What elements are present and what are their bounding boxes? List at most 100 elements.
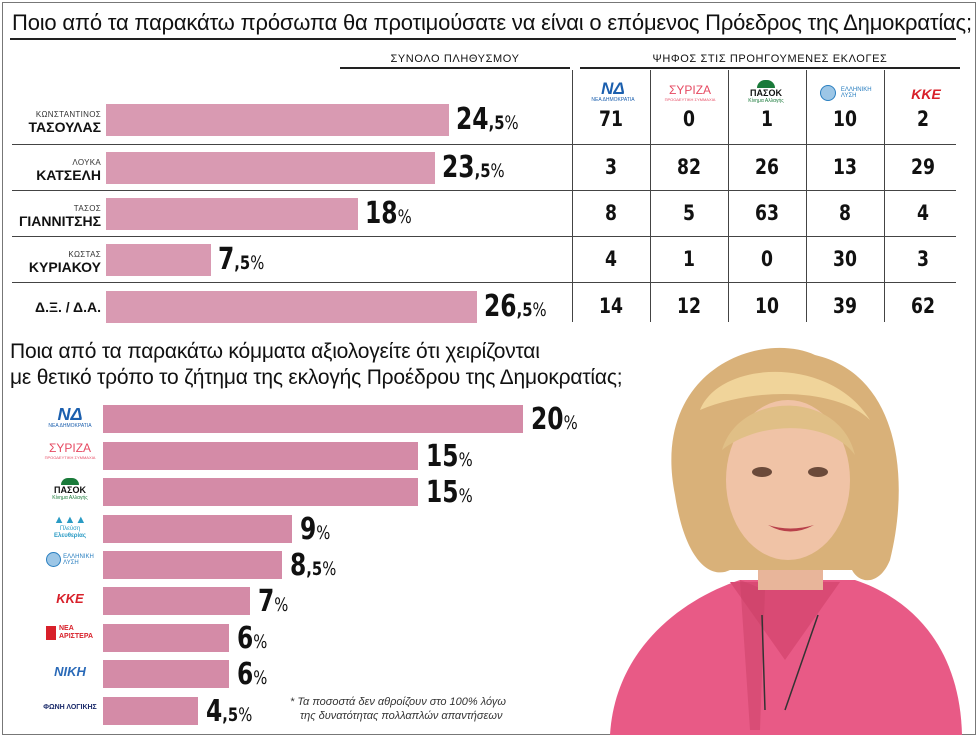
vote-cell: 62 bbox=[911, 294, 935, 318]
row-separator bbox=[12, 236, 956, 237]
party-bar bbox=[103, 624, 229, 652]
nea-aristera-logo: ΝΕΑ ΑΡΙΣΤΕΡΑ bbox=[40, 624, 100, 642]
party-value-label: 7% bbox=[258, 584, 289, 619]
vote-cell: 0 bbox=[761, 247, 773, 271]
party-value-label: 15% bbox=[426, 475, 473, 510]
party-bar bbox=[103, 551, 282, 579]
vote-cell: 3 bbox=[605, 155, 617, 179]
vote-cell: 4 bbox=[605, 247, 617, 271]
candidate-last-name: ΚΑΤΣΕΛΗ bbox=[36, 167, 101, 183]
col-separator bbox=[884, 70, 885, 322]
candidate-bar bbox=[106, 198, 358, 230]
party-bar bbox=[103, 478, 418, 506]
party-value-label: 9% bbox=[300, 512, 331, 547]
candidate-value-label: 26,5% bbox=[484, 289, 547, 324]
vote-cell: 5 bbox=[683, 201, 695, 225]
candidate-value-label: 7,5% bbox=[218, 242, 265, 277]
syriza-logo: ΣΥΡΙΖΑ ΠΡΟΟΔΕΥΤΙΚΗ ΣΥΜΜΑΧΙΑ bbox=[44, 441, 96, 461]
col-separator bbox=[650, 70, 651, 322]
candidate-last-name: ΤΑΣΟΥΛΑΣ bbox=[28, 119, 101, 135]
nea-aristera-mark-icon bbox=[46, 625, 56, 640]
vote-cell: 10 bbox=[833, 107, 857, 131]
vote-cell: 30 bbox=[833, 247, 857, 271]
vote-cell: 14 bbox=[599, 294, 623, 318]
party-bar bbox=[103, 660, 229, 688]
portrait-photo bbox=[610, 347, 962, 735]
vote-cell: 29 bbox=[911, 155, 935, 179]
party-bar bbox=[103, 442, 418, 470]
party-bar bbox=[103, 405, 523, 433]
candidate-first-name: ΤΑΣΟΣ bbox=[73, 204, 101, 213]
pasok-logo: ΠΑΣΟΚ Κίνημα Αλλαγής bbox=[736, 80, 796, 104]
candidate-bar bbox=[106, 244, 211, 276]
kke-logo: ΚΚΕ bbox=[911, 86, 941, 102]
header-total-line bbox=[340, 67, 570, 69]
nd-logo: ΝΔ ΝΕΑ ΔΗΜΟΚΡΑΤΙΑ bbox=[591, 79, 635, 103]
candidate-first-name: ΚΩΣΤΑΣ bbox=[68, 250, 101, 259]
title-underline bbox=[10, 38, 956, 40]
candidate-first-name: ΛΟΥΚΑ bbox=[72, 158, 101, 167]
party-value-label: 15% bbox=[426, 439, 473, 474]
vote-cell: 82 bbox=[677, 155, 701, 179]
vote-cell: 8 bbox=[839, 201, 851, 225]
vote-cell: 1 bbox=[683, 247, 695, 271]
party-value-label: 4,5% bbox=[206, 694, 253, 729]
vote-cell: 3 bbox=[917, 247, 929, 271]
col-separator bbox=[806, 70, 807, 322]
candidate-value-label: 24,5% bbox=[456, 102, 519, 137]
header-total: ΣΥΝΟΛΟ ΠΛΗΘΥΣΜΟΥ bbox=[390, 53, 520, 65]
q2-title-line1: Ποια από τα παρακάτω κόμματα αξιολογείτε… bbox=[10, 340, 540, 363]
vote-cell: 1 bbox=[761, 107, 773, 131]
nd-logo: ΝΔ ΝΕΑ ΔΗΜΟΚΡΑΤΙΑ bbox=[48, 404, 92, 429]
vote-cell: 10 bbox=[755, 294, 779, 318]
vote-cell: 13 bbox=[833, 155, 857, 179]
candidate-value-label: 18% bbox=[365, 196, 412, 231]
candidate-bar bbox=[106, 152, 435, 184]
vote-cell: 2 bbox=[917, 107, 929, 131]
candidate-first-name: ΚΩΝΣΤΑΝΤΙΝΟΣ bbox=[35, 110, 101, 119]
pasok-logo: ΠΑΣΟΚ Κίνημα Αλλαγής bbox=[40, 478, 100, 501]
vote-cell: 63 bbox=[755, 201, 779, 225]
party-bar bbox=[103, 515, 292, 543]
plefsi-logo: ▲▲▲ Πλεύση Ελευθερίας bbox=[40, 515, 100, 540]
header-previous-line bbox=[580, 67, 960, 69]
header-previous-vote: ΨΗΦΟΣ ΣΤΙΣ ΠΡΟΗΓΟΥΜΕΝΕΣ ΕΚΛΟΓΕΣ bbox=[652, 53, 888, 65]
syriza-logo: ΣΥΡΙΖΑ ΠΡΟΟΔΕΥΤΙΚΗ ΣΥΜΜΑΧΙΑ bbox=[664, 83, 716, 103]
candidate-last-name: Δ.Ξ. / Δ.Α. bbox=[35, 299, 101, 315]
vote-cell: 12 bbox=[677, 294, 701, 318]
candidate-last-name: ΓΙΑΝΝΙΤΣΗΣ bbox=[19, 213, 101, 229]
row-separator bbox=[12, 190, 956, 191]
vote-cell: 26 bbox=[755, 155, 779, 179]
col-separator bbox=[572, 70, 573, 322]
q1-title: Ποιο από τα παρακάτω πρόσωπα θα προτιμού… bbox=[12, 10, 972, 35]
pasok-sun-icon bbox=[61, 478, 79, 485]
party-value-label: 8,5% bbox=[290, 548, 337, 583]
vote-cell: 39 bbox=[833, 294, 857, 318]
footnote: * Τα ποσοστά δεν αθροίζουν στο 100% λόγω… bbox=[290, 696, 506, 722]
party-value-label: 20% bbox=[531, 402, 578, 437]
vote-cell: 8 bbox=[605, 201, 617, 225]
party-bar bbox=[103, 697, 198, 725]
candidate-last-name: ΚΥΡΙΑΚΟΥ bbox=[28, 259, 101, 275]
candidate-bar bbox=[106, 104, 449, 136]
sail-icon: ▲▲▲ bbox=[53, 514, 87, 526]
candidate-bar bbox=[106, 291, 477, 323]
col-separator bbox=[728, 70, 729, 322]
party-value-label: 6% bbox=[237, 657, 268, 692]
elliniki-lysi-logo: ΕΛΛΗΝΙΚΗ ΛΥΣΗ bbox=[813, 84, 879, 102]
globe-icon bbox=[820, 84, 837, 101]
vote-cell: 71 bbox=[599, 107, 623, 131]
row-separator bbox=[12, 144, 956, 145]
pasok-sun-icon bbox=[757, 80, 775, 88]
vote-cell: 0 bbox=[683, 107, 695, 131]
row-separator bbox=[12, 282, 956, 283]
candidate-value-label: 23,5% bbox=[442, 150, 505, 185]
party-value-label: 6% bbox=[237, 621, 268, 656]
kke-logo: ΚΚΕ bbox=[56, 591, 84, 606]
foni-logikis-logo: ΦΩΝΗ ΛΟΓΙΚΗΣ bbox=[43, 704, 97, 711]
globe-icon bbox=[46, 552, 62, 568]
elliniki-lysi-logo: ΕΛΛΗΝΙΚΗ ΛΥΣΗ bbox=[40, 551, 100, 569]
niki-logo: ΝΙΚΗ bbox=[54, 664, 86, 679]
vote-cell: 4 bbox=[917, 201, 929, 225]
